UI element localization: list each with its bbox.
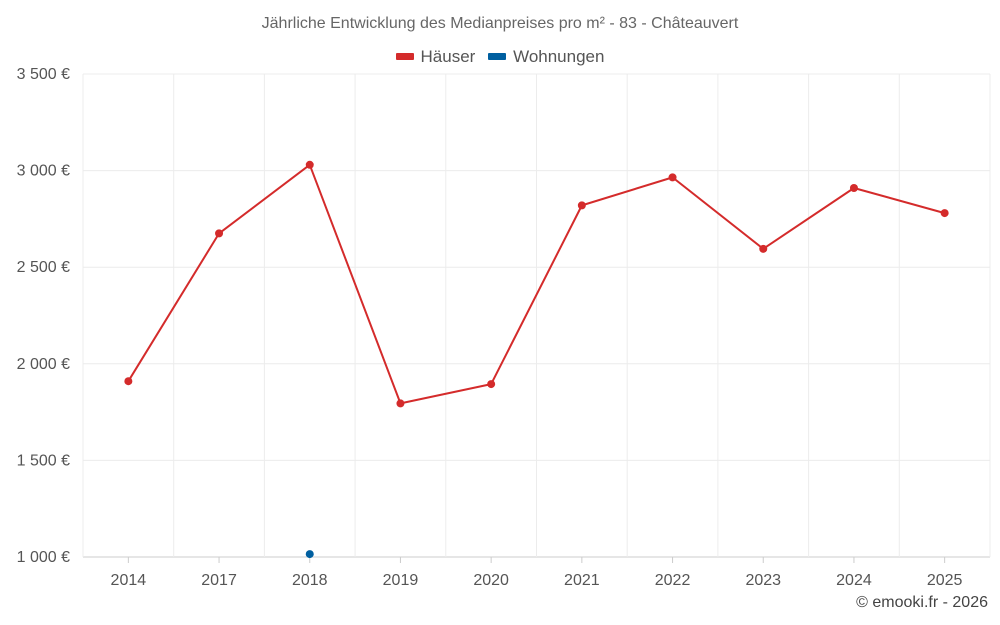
data-point-haeuser — [940, 209, 949, 218]
x-tick-label: 2021 — [564, 572, 600, 589]
y-tick-label: 1 500 € — [17, 452, 70, 469]
y-tick-label: 1 000 € — [17, 549, 70, 566]
data-point-haeuser — [577, 201, 586, 210]
legend: Häuser Wohnungen — [0, 45, 1000, 67]
legend-swatch-wohnungen — [488, 53, 507, 60]
data-point-haeuser — [215, 229, 224, 238]
data-point-haeuser — [396, 399, 405, 408]
x-tick-label: 2017 — [201, 572, 237, 589]
data-point-haeuser — [759, 244, 768, 253]
x-tick-label: 2019 — [383, 572, 419, 589]
y-tick-label: 2 500 € — [17, 259, 70, 276]
copyright-footer: © emooki.fr - 2026 — [856, 594, 988, 611]
y-tick-label: 2 000 € — [17, 356, 70, 373]
legend-label-haeuser: Häuser — [420, 46, 476, 66]
x-tick-label: 2025 — [927, 572, 963, 589]
data-point-haeuser — [487, 380, 496, 389]
x-tick-label: 2018 — [292, 572, 328, 589]
data-point-wohnungen — [305, 550, 314, 559]
data-point-haeuser — [124, 377, 133, 386]
y-tick-label: 3 000 € — [17, 163, 70, 180]
data-point-haeuser — [668, 173, 677, 182]
legend-label-wohnungen: Wohnungen — [513, 46, 605, 66]
legend-item-haeuser[interactable]: Häuser — [395, 46, 476, 67]
legend-item-wohnungen[interactable]: Wohnungen — [488, 47, 604, 67]
x-tick-label: 2020 — [473, 572, 509, 589]
y-tick-label: 3 500 € — [17, 66, 70, 83]
data-point-haeuser — [305, 160, 314, 169]
data-point-haeuser — [849, 183, 858, 192]
x-tick-label: 2014 — [111, 572, 147, 589]
series-line-haeuser — [127, 163, 945, 405]
chart-title: Jährliche Entwicklung des Medianpreises … — [261, 15, 739, 32]
x-tick-label: 2022 — [655, 572, 691, 589]
x-tick-label: 2024 — [836, 572, 872, 589]
legend-swatch-haeuser — [395, 53, 414, 60]
x-tick-label: 2023 — [745, 572, 781, 589]
